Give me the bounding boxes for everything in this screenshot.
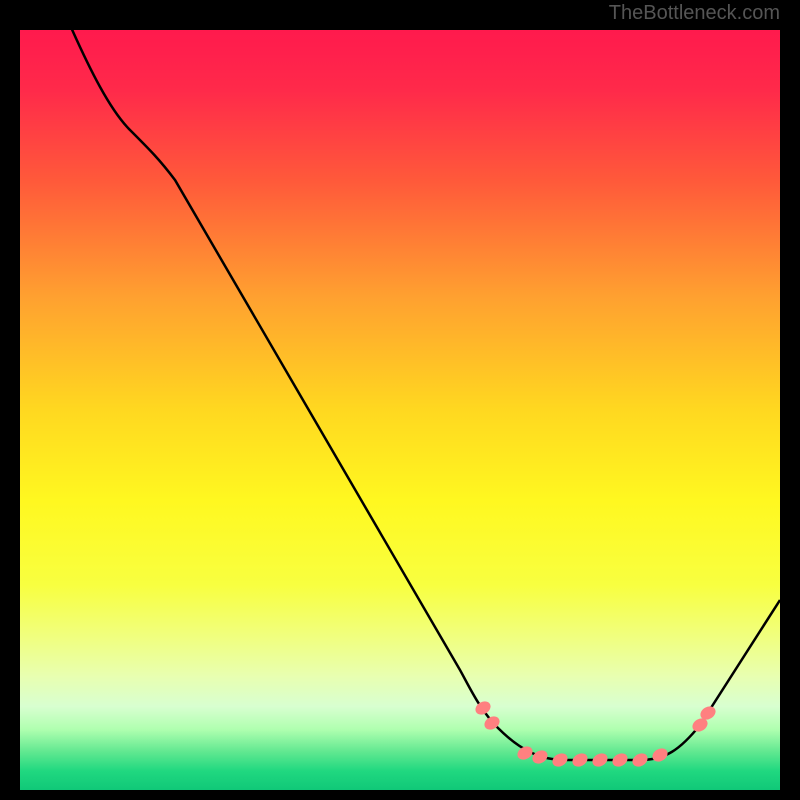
marker-point [550, 751, 570, 769]
marker-point [570, 751, 590, 769]
marker-point [590, 751, 610, 769]
plot-area [20, 30, 780, 790]
marker-point [650, 746, 670, 764]
curve-path [70, 30, 780, 760]
marker-point [473, 699, 493, 717]
bottleneck-curve [20, 30, 780, 790]
markers-group [473, 699, 718, 769]
attribution-text: TheBottleneck.com [609, 2, 780, 25]
marker-point [515, 744, 535, 762]
marker-point [530, 748, 550, 766]
marker-point [630, 751, 650, 769]
marker-point [610, 751, 630, 769]
